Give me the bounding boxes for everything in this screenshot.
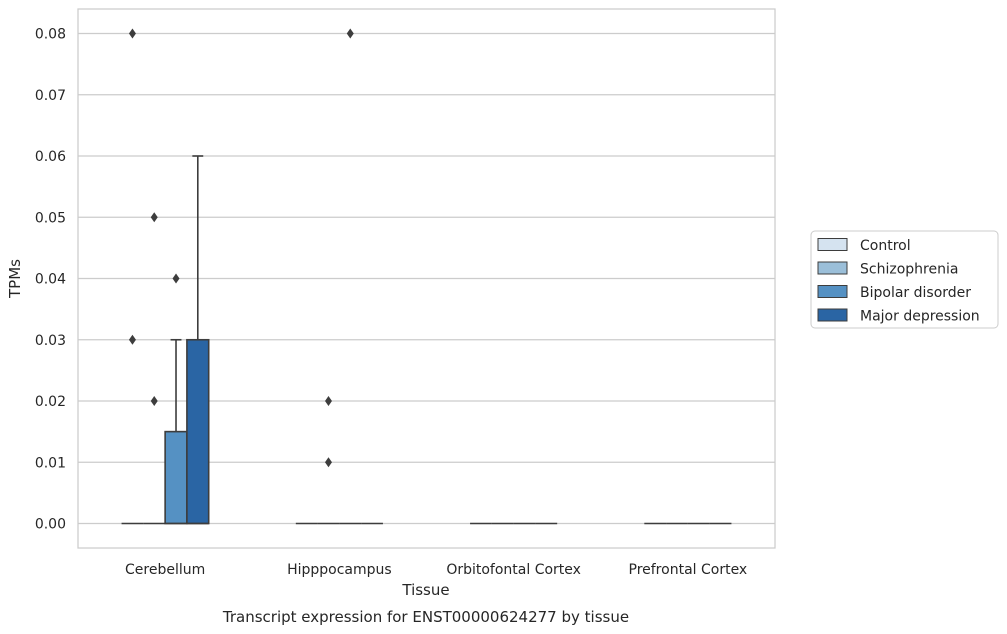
box-body: [186, 338, 210, 525]
legend-label: Control: [860, 238, 911, 254]
outlier-point: [150, 212, 158, 223]
y-axis-label: TPMs: [6, 259, 24, 299]
outlier-point: [128, 28, 136, 39]
y-tick-label: 0.00: [35, 517, 66, 533]
x-axis-label: Tissue: [401, 581, 449, 599]
legend-frame: [810, 230, 999, 329]
box: [339, 28, 362, 525]
box: [164, 273, 188, 525]
legend-label: Major depression: [860, 309, 980, 325]
y-tick-label: 0.05: [35, 210, 66, 226]
y-tick-label: 0.04: [35, 272, 66, 288]
y-tick-label: 0.06: [35, 149, 66, 165]
y-tick-label: 0.07: [35, 88, 66, 104]
legend-swatch: [817, 261, 848, 275]
box-body: [164, 430, 188, 525]
y-tick-label: 0.01: [35, 455, 66, 471]
y-axis-ticks: 0.00 0.01 0.02 0.03 0.04 0.05 0.06 0.07 0.08: [35, 27, 66, 533]
chart-caption: Transcript expression for ENST0000062427…: [222, 608, 629, 626]
outlier-point: [324, 457, 332, 468]
x-tick-label: Cerebellum: [125, 562, 205, 578]
legend-swatch: [817, 285, 848, 298]
outlier-point: [150, 396, 158, 406]
x-tick-label: Hipppocampus: [287, 562, 392, 578]
outlier-point: [346, 28, 354, 39]
x-tick-label: Orbitofontal Cortex: [446, 562, 581, 578]
box-groups: [121, 28, 732, 525]
y-tick-label: 0.03: [35, 333, 66, 349]
y-tick-label: 0.08: [35, 27, 66, 43]
box: [121, 28, 144, 525]
legend-swatch: [817, 238, 848, 251]
x-axis-ticks: Cerebellum Hipppocampus Orbitofontal Corte…: [125, 562, 747, 578]
y-tick-label: 0.02: [35, 394, 66, 410]
x-tick-label: Prefrontal Cortex: [629, 562, 748, 578]
legend: Control Schizophrenia Bipolar disorder Majo…: [810, 230, 999, 329]
legend-label: Bipolar disorder: [860, 285, 971, 301]
box: [186, 155, 210, 525]
box: [143, 212, 166, 525]
outlier-point: [128, 334, 136, 345]
legend-swatch: [817, 308, 848, 322]
legend-label: Schizophrenia: [860, 262, 958, 278]
box: [317, 396, 340, 525]
outlier-point: [172, 273, 180, 284]
outlier-point: [324, 396, 332, 406]
